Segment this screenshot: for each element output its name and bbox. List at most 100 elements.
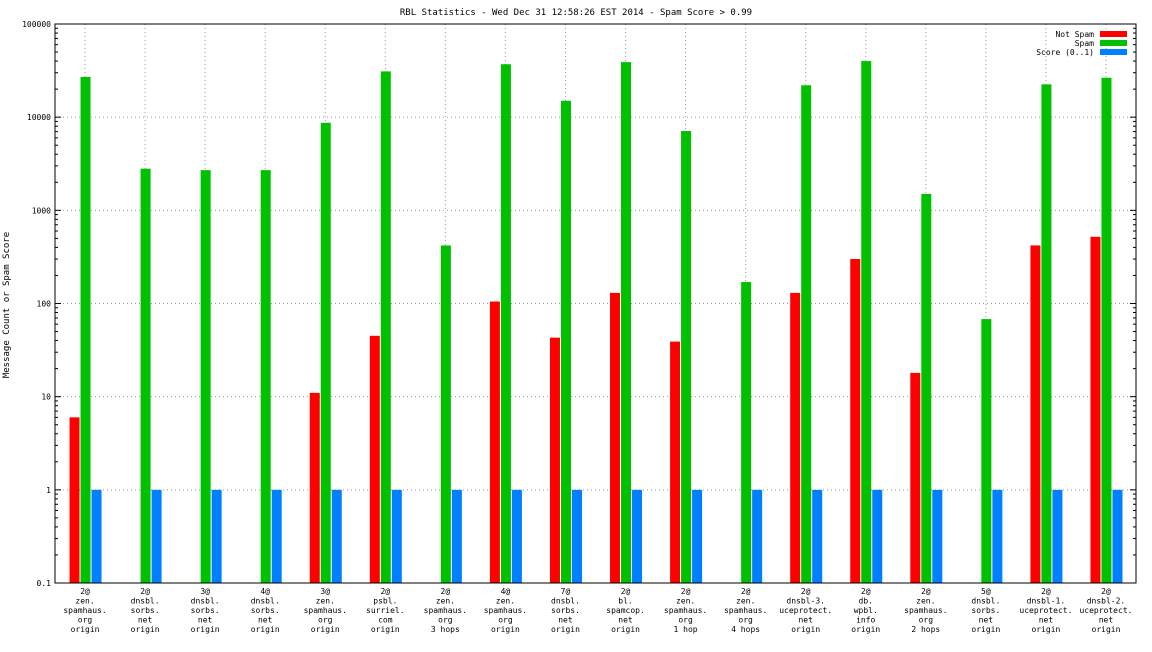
x-tick-label: org: [678, 616, 693, 625]
x-tick-label: 2@: [441, 587, 451, 596]
bar-score-0-1-: [1052, 489, 1063, 583]
bar-not-spam: [910, 372, 921, 583]
bar-spam: [1101, 77, 1112, 584]
x-tick-label: psbl.: [373, 597, 397, 606]
legend-swatch: [1100, 49, 1127, 55]
x-tick-label: 2@: [741, 587, 751, 596]
bar-not-spam: [670, 341, 681, 583]
y-tick-label: 0.1: [37, 579, 52, 588]
bar-spam: [741, 282, 752, 583]
x-tick-label: net: [1039, 616, 1054, 625]
x-tick-label: net: [558, 616, 573, 625]
bar-not-spam: [369, 335, 380, 583]
bar-spam: [260, 170, 271, 584]
x-tick-label: dnsbl-1.: [1027, 597, 1066, 606]
bar-score-0-1-: [932, 489, 943, 583]
bar-spam: [140, 168, 151, 584]
bar-score-0-1-: [91, 489, 102, 583]
x-tick-label: net: [198, 616, 213, 625]
x-tick-label: origin: [551, 625, 580, 634]
y-tick-label: 1: [46, 486, 51, 495]
bar-spam: [681, 131, 692, 584]
x-tick-label: 2@: [921, 587, 931, 596]
x-tick-label: origin: [791, 625, 820, 634]
x-tick-label: spamhaus.: [664, 606, 707, 615]
y-tick-label: 1000: [32, 206, 51, 215]
x-tick-label: origin: [1092, 625, 1121, 634]
x-tick-label: 3 hops: [431, 625, 460, 634]
x-tick-label: origin: [131, 625, 160, 634]
y-tick-label: 100000: [22, 20, 51, 29]
bar-score-0-1-: [391, 489, 402, 583]
x-tick-label: 2@: [801, 587, 811, 596]
bar-not-spam: [489, 301, 500, 583]
x-tick-label: spamhaus.: [484, 606, 527, 615]
x-tick-label: spamhaus.: [904, 606, 947, 615]
bar-not-spam: [309, 392, 320, 583]
x-tick-label: 4 hops: [731, 625, 760, 634]
bar-spam: [80, 76, 91, 584]
bar-spam: [320, 122, 331, 583]
x-tick-label: zen.: [316, 597, 335, 606]
x-tick-label: 4@: [260, 587, 270, 596]
bar-spam: [621, 62, 632, 584]
legend-label: Not Spam: [1055, 30, 1094, 39]
x-tick-label: 3@: [200, 587, 210, 596]
x-tick-label: 2 hops: [911, 625, 940, 634]
x-tick-label: uceprotect.: [1019, 606, 1072, 615]
x-tick-label: bl.: [618, 597, 632, 606]
bar-score-0-1-: [812, 489, 823, 583]
x-tick-label: spamhaus.: [424, 606, 467, 615]
x-tick-label: 2@: [861, 587, 871, 596]
x-tick-label: 2@: [140, 587, 150, 596]
x-tick-label: 2@: [681, 587, 691, 596]
x-tick-label: surriel.: [366, 606, 405, 615]
chart-title: RBL Statistics - Wed Dec 31 12:58:26 EST…: [400, 8, 752, 18]
x-tick-label: org: [738, 616, 753, 625]
bar-not-spam: [1090, 236, 1101, 583]
legend-swatch: [1100, 31, 1127, 37]
x-tick-label: uceprotect.: [1079, 606, 1132, 615]
x-tick-label: net: [979, 616, 994, 625]
x-tick-label: info: [856, 616, 875, 625]
bar-score-0-1-: [511, 489, 522, 583]
bar-score-0-1-: [872, 489, 883, 583]
bar-score-0-1-: [1112, 489, 1123, 583]
x-tick-label: origin: [611, 625, 640, 634]
x-tick-label: zen.: [736, 597, 755, 606]
x-tick-label: 3@: [320, 587, 330, 596]
x-tick-label: 1 hop: [674, 625, 698, 634]
x-tick-label: net: [618, 616, 633, 625]
bar-score-0-1-: [331, 489, 342, 583]
x-tick-label: 2@: [621, 587, 631, 596]
y-tick-label: 100: [37, 300, 52, 309]
legend-swatch: [1100, 40, 1127, 46]
x-tick-label: 4@: [501, 587, 511, 596]
bar-spam: [500, 64, 511, 584]
bar-spam: [380, 71, 391, 584]
x-tick-label: db.: [859, 597, 873, 606]
x-tick-label: dnsbl-3.: [786, 597, 825, 606]
bar-spam: [801, 85, 812, 584]
x-tick-label: sorbs.: [251, 606, 280, 615]
x-tick-label: zen.: [496, 597, 515, 606]
x-tick-label: zen.: [676, 597, 695, 606]
x-tick-label: dnsbl-2.: [1087, 597, 1126, 606]
x-tick-label: origin: [1031, 625, 1060, 634]
x-tick-label: origin: [491, 625, 520, 634]
bar-score-0-1-: [451, 489, 462, 583]
bar-score-0-1-: [271, 489, 282, 583]
bar-spam: [861, 61, 872, 583]
x-tick-label: net: [258, 616, 273, 625]
bar-spam: [200, 170, 211, 584]
bar-score-0-1-: [151, 489, 162, 583]
legend-label: Spam: [1075, 39, 1094, 48]
x-tick-label: origin: [311, 625, 340, 634]
bar-spam: [921, 193, 932, 583]
x-tick-label: wpbl.: [854, 606, 878, 615]
x-tick-label: org: [498, 616, 513, 625]
x-tick-label: sorbs.: [971, 606, 1000, 615]
bar-spam: [1041, 84, 1052, 584]
x-tick-label: 5@: [981, 587, 991, 596]
